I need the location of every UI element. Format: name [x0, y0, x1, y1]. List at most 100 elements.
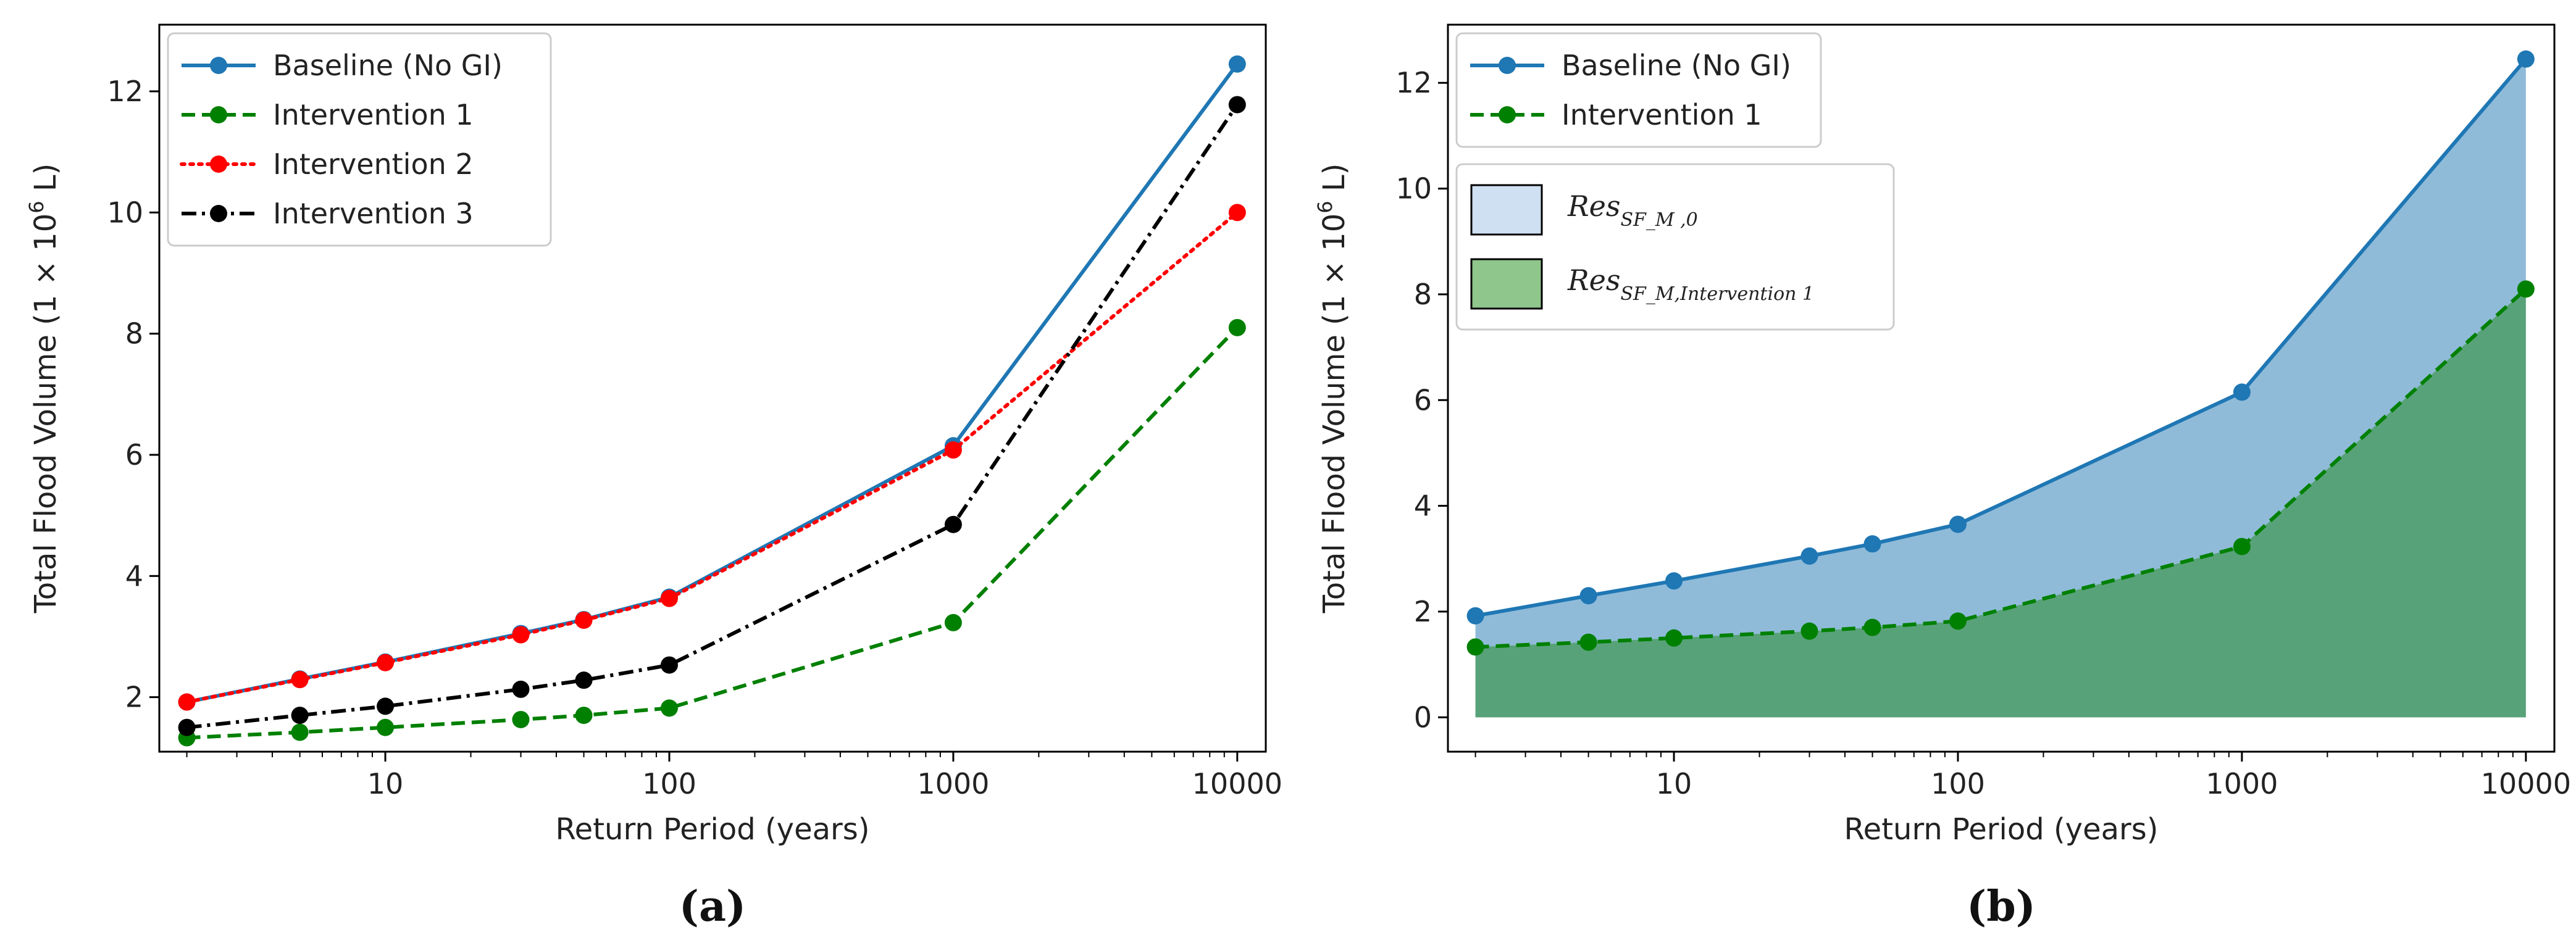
series-2-point [512, 710, 530, 728]
panel-label: (a) [679, 882, 746, 931]
y-tick-label: 6 [125, 438, 143, 472]
series-4-point [944, 515, 962, 533]
panel-b-chart: 10 100 1000 10000 0 2 4 6 8 10 12 Return Period (ye… [1313, 23, 2571, 931]
panel-label: (b) [1967, 882, 2036, 931]
series-2-point [1466, 638, 1484, 656]
legend-label-2: Intervention 1 [273, 98, 474, 131]
x-tick-label: 1000 [917, 767, 989, 800]
series-2-point [1579, 633, 1597, 651]
y-tick-label: 4 [125, 559, 143, 592]
y-axis-label-suffix: L) [1317, 164, 1352, 201]
y-tick-label: 10 [1395, 172, 1432, 206]
series-line-3 [185, 210, 1239, 704]
legend-marker-3 [210, 156, 227, 173]
legend-label-2: Intervention 1 [1562, 98, 1762, 131]
x-tick-label: 1000 [2206, 767, 2278, 800]
series-3-point [512, 626, 530, 644]
series-4-point [575, 671, 593, 689]
fill-legend-label-base: Res [1567, 189, 1620, 223]
series-2-point [660, 699, 678, 717]
fill-legend-label-subscript: SF_M,Intervention 1 [1620, 283, 1814, 305]
series-1-point [1579, 587, 1597, 605]
series-2-point [944, 613, 962, 631]
series-2-point [2233, 538, 2251, 555]
legend-marker-2 [210, 106, 227, 123]
series-2-point [1665, 629, 1683, 647]
x-tick-label: 10 [367, 767, 404, 800]
series-1-point [1228, 55, 1246, 73]
legend-marker-2 [1499, 106, 1516, 123]
series-1-point [1800, 547, 1818, 565]
plot-frame [1447, 23, 2556, 753]
x-tick-label: 100 [1931, 767, 1985, 800]
series-2-point [575, 707, 593, 725]
y-axis-label-exponent: 6 [25, 201, 48, 213]
legend-marker-1 [1499, 57, 1516, 74]
series-1-point [1863, 535, 1881, 553]
series-4-point [178, 718, 196, 736]
y-tick-label: 2 [1414, 595, 1432, 628]
series-line-4 [186, 103, 1239, 729]
x-tick-label: 100 [642, 767, 696, 800]
series-3-point [944, 441, 962, 459]
y-tick-label: 4 [1414, 489, 1432, 523]
legend-marker-4 [210, 205, 227, 222]
y-tick-label: 8 [125, 317, 143, 351]
y-axis-label: Total Flood Volume (1 × 106 L) [1313, 164, 1352, 614]
x-tick-label: 10 [1656, 767, 1692, 800]
y-tick-label: 10 [107, 196, 143, 229]
legend-marker-1 [210, 57, 227, 74]
legend-label-3: Intervention 2 [273, 147, 474, 181]
fill-legend-label-base: Res [1567, 264, 1620, 297]
fill-legend-label-1: ResSF_M ,0 [1567, 189, 1698, 231]
fill-legend-label-2: ResSF_M,Intervention 1 [1567, 264, 1814, 305]
legend-label-4: Intervention 3 [273, 197, 474, 230]
series-3-point [575, 611, 593, 629]
y-axis-label-exponent: 6 [1313, 201, 1337, 213]
x-axis-label: Return Period (years) [555, 812, 869, 847]
legend-box [167, 32, 552, 247]
intervention-residual-area [1475, 289, 2526, 718]
series-3-point [660, 589, 678, 607]
baseline-residual-area [1475, 59, 2526, 647]
y-axis-label: Total Flood Volume (1 × 106 L) [25, 164, 63, 614]
y-tick-label: 12 [107, 75, 143, 108]
series-4-point [377, 697, 395, 715]
x-tick-label: 10000 [1192, 767, 1282, 800]
series-1-point [1949, 515, 1967, 533]
series-3-point [178, 693, 196, 711]
y-tick-label: 0 [1414, 700, 1432, 734]
panel-a-chart: 10 100 1000 10000 2 4 6 8 10 12 Return Period (yea… [25, 23, 1282, 931]
series-1-point [1665, 572, 1683, 590]
series-2-point [1863, 618, 1881, 636]
x-axis-label: Return Period (years) [1844, 812, 2158, 847]
y-tick-label: 8 [1414, 278, 1432, 311]
series-4-point [660, 656, 678, 674]
series-1-point [2233, 383, 2251, 401]
y-tick-label: 2 [125, 681, 143, 714]
series-2-point [2517, 280, 2535, 298]
series-2-point [377, 718, 395, 736]
series-line-2 [186, 326, 1239, 740]
y-tick-label: 12 [1395, 66, 1432, 99]
series-1-point [1466, 607, 1484, 625]
series-4-point [291, 707, 309, 725]
y-tick-label: 6 [1414, 383, 1432, 417]
series-2-point [1228, 318, 1246, 336]
fill-legend-swatch-2 [1470, 258, 1543, 310]
y-axis-label-suffix: L) [28, 164, 63, 201]
series-2-point [1949, 612, 1967, 630]
legend-label-1: Baseline (No GI) [273, 49, 503, 82]
series-2-point [1800, 622, 1818, 640]
fill-legend-box [1455, 163, 1895, 331]
y-axis-label-prefix: Total Flood Volume (1 × 10 [1317, 214, 1352, 614]
series-line-2 [1475, 288, 2527, 649]
series-3-point [377, 654, 395, 671]
series-2-point [291, 723, 309, 741]
series-3-point [1228, 204, 1246, 222]
series-4-point [1228, 96, 1246, 114]
series-4-point [512, 680, 530, 698]
legend-label-1: Baseline (No GI) [1562, 49, 1791, 82]
fill-legend-swatch-1 [1470, 184, 1543, 236]
